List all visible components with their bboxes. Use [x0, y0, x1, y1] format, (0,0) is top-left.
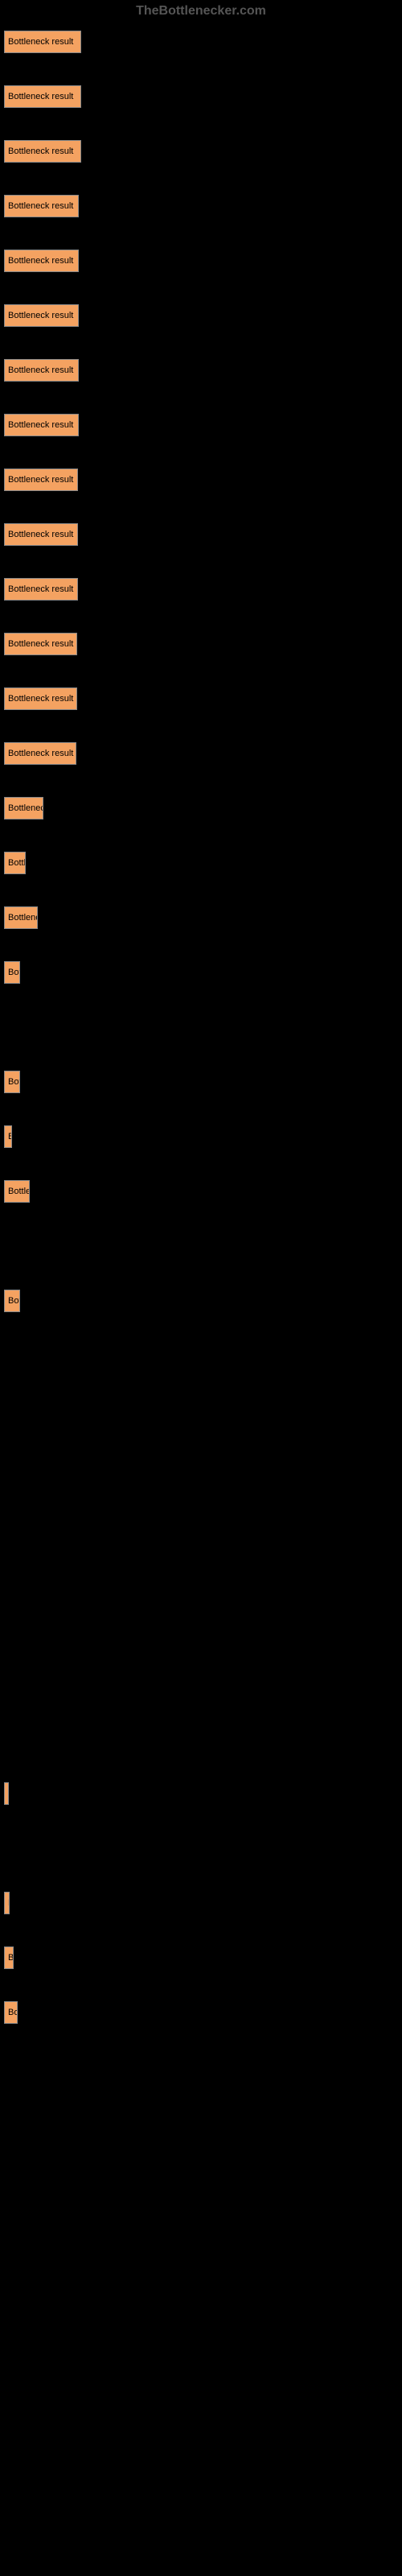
chart-bar: Bottleneck result [4, 578, 78, 601]
bar-row: Bottleneck result [4, 1290, 398, 1312]
bar-row [4, 1344, 398, 1367]
bar-row: Bottleneck result [4, 1782, 398, 1805]
chart-bar: Bottleneck result [4, 742, 76, 765]
chart-bar: Bottleneck result [4, 469, 78, 491]
bar-row: Bottleneck result [4, 469, 398, 491]
chart-bar: Bottleneck result [4, 85, 81, 108]
chart-bar: Bottleneck result [4, 797, 43, 819]
bar-row: Bottleneck result [4, 1946, 398, 1969]
bar-row: Bottleneck result [4, 578, 398, 601]
chart-bar: Bottleneck result [4, 1946, 14, 1969]
bar-row: Bottleneck result [4, 1071, 398, 1093]
chart-bar: Bottleneck result [4, 1125, 12, 1148]
bar-row: Bottleneck result [4, 1892, 398, 1914]
bar-row [4, 1618, 398, 1641]
chart-bar: Bottleneck result [4, 195, 79, 217]
chart-bar: Bottleneck result [4, 250, 79, 272]
bar-row: Bottleneck result [4, 304, 398, 327]
chart-bar: Bottleneck result [4, 414, 79, 436]
bar-row [4, 1673, 398, 1695]
bar-row [4, 1399, 398, 1422]
chart-bar: Bottleneck result [4, 523, 78, 546]
bar-row: Bottleneck result [4, 1180, 398, 1203]
bar-row: Bottleneck result [4, 359, 398, 382]
chart-bar: Bottleneck result [4, 2001, 18, 2024]
chart-bar: Bottleneck result [4, 1290, 20, 1312]
bar-row [4, 1509, 398, 1531]
chart-bar: Bottleneck result [4, 687, 77, 710]
bar-row: Bottleneck result [4, 852, 398, 874]
chart-bar: Bottleneck result [4, 852, 26, 874]
bar-row: Bottleneck result [4, 2001, 398, 2024]
bar-row: Bottleneck result [4, 31, 398, 53]
chart-bar: Bottleneck result [4, 359, 79, 382]
bar-row [4, 1454, 398, 1476]
chart-bar: Bottleneck result [4, 31, 81, 53]
chart-bar: Bottleneck result [4, 140, 81, 163]
bar-row: Bottleneck result [4, 140, 398, 163]
bar-row: Bottleneck result [4, 414, 398, 436]
bar-row: Bottleneck result [4, 797, 398, 819]
bar-row [4, 1016, 398, 1038]
chart-bar: Bottleneck result [4, 633, 77, 655]
chart-bar: Bottleneck result [4, 1892, 10, 1914]
bar-row [4, 1728, 398, 1750]
bar-row: Bottleneck result [4, 906, 398, 929]
bar-row [4, 1563, 398, 1586]
bar-row: Bottleneck result [4, 1125, 398, 1148]
bar-chart: Bottleneck result Bottleneck result Bottle… [0, 23, 402, 2064]
bar-row: Bottleneck result [4, 633, 398, 655]
bar-row: Bottleneck result [4, 85, 398, 108]
bar-row: Bottleneck result [4, 250, 398, 272]
bar-row: Bottleneck result [4, 523, 398, 546]
bar-row: Bottleneck result [4, 687, 398, 710]
chart-bar: Bottleneck result [4, 1180, 30, 1203]
bar-row: Bottleneck result [4, 961, 398, 984]
watermark-text: TheBottlenecker.com [0, 0, 402, 23]
bar-row [4, 1235, 398, 1257]
chart-bar: Bottleneck result [4, 304, 79, 327]
chart-bar: Bottleneck result [4, 1071, 20, 1093]
bar-row: Bottleneck result [4, 742, 398, 765]
bar-row [4, 1837, 398, 1860]
bar-row: Bottleneck result [4, 195, 398, 217]
chart-bar: Bottleneck result [4, 961, 20, 984]
chart-bar: Bottleneck result [4, 906, 38, 929]
chart-bar: Bottleneck result [4, 1782, 9, 1805]
